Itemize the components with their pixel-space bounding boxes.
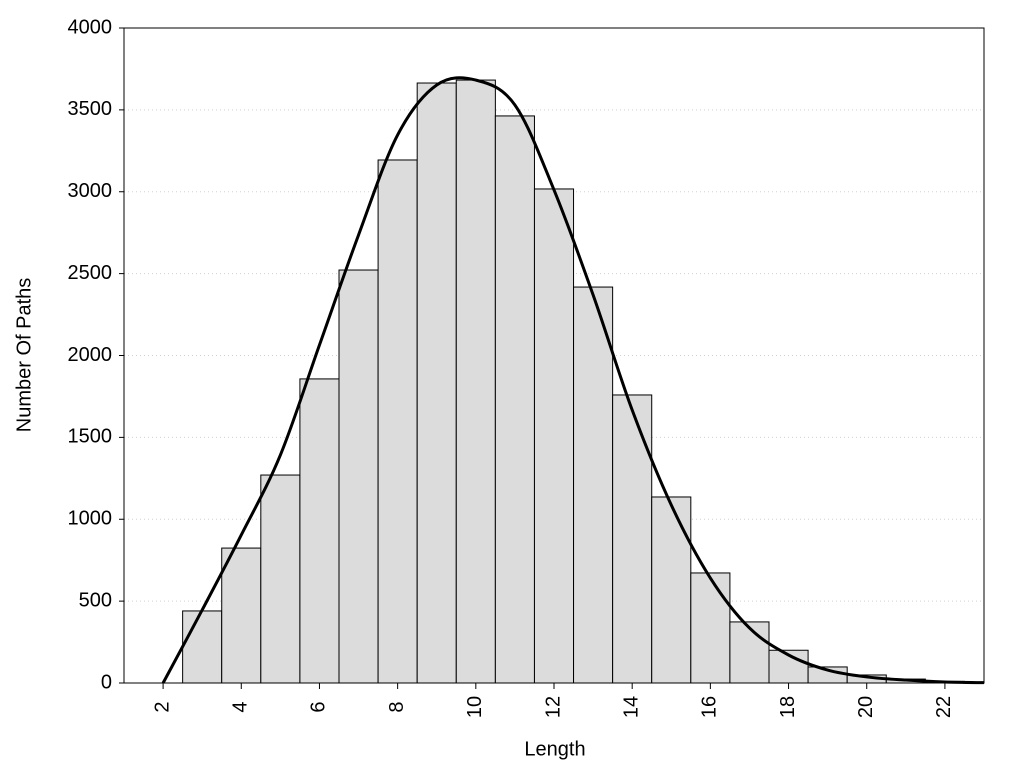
bar — [533, 188, 575, 684]
y-tick-label: 3000 — [68, 180, 113, 202]
y-axis-label: Number Of Paths — [13, 278, 35, 433]
x-tick-label: 6 — [308, 701, 330, 712]
x-tick-label: 14 — [620, 696, 642, 718]
bar — [182, 610, 223, 684]
y-tick-label: 500 — [79, 589, 112, 611]
x-tick-label: 20 — [855, 696, 877, 718]
y-tick-label: 4000 — [68, 16, 113, 38]
x-tick-label: 4 — [230, 701, 252, 712]
x-tick-label: 18 — [777, 696, 799, 718]
plot-frame — [123, 27, 985, 684]
x-tick-label: 22 — [933, 696, 955, 718]
fit-line — [161, 76, 985, 685]
y-tick-label: 2000 — [68, 344, 113, 366]
y-tick-label: 0 — [101, 671, 112, 693]
x-tick-label: 16 — [699, 696, 721, 718]
bar — [299, 378, 340, 684]
y-tick-label: 1500 — [68, 426, 113, 448]
x-tick-label: 12 — [542, 696, 564, 718]
bar — [573, 286, 614, 684]
x-axis-label: Length — [524, 738, 585, 760]
bar — [494, 115, 535, 684]
x-tick-label: 10 — [464, 696, 486, 718]
bar — [651, 496, 692, 684]
bar — [377, 159, 418, 684]
y-tick-label: 1000 — [68, 508, 113, 530]
y-tick-label: 3500 — [68, 98, 113, 120]
bar — [690, 572, 731, 684]
bar — [612, 394, 653, 684]
bar — [338, 269, 379, 684]
x-tick-label: 2 — [151, 701, 173, 712]
bar — [455, 79, 496, 684]
bar — [221, 547, 262, 684]
x-tick-label: 8 — [386, 701, 408, 712]
bar — [260, 474, 301, 684]
bar — [416, 82, 457, 684]
bar — [729, 621, 770, 684]
y-tick-label: 2500 — [68, 262, 113, 284]
